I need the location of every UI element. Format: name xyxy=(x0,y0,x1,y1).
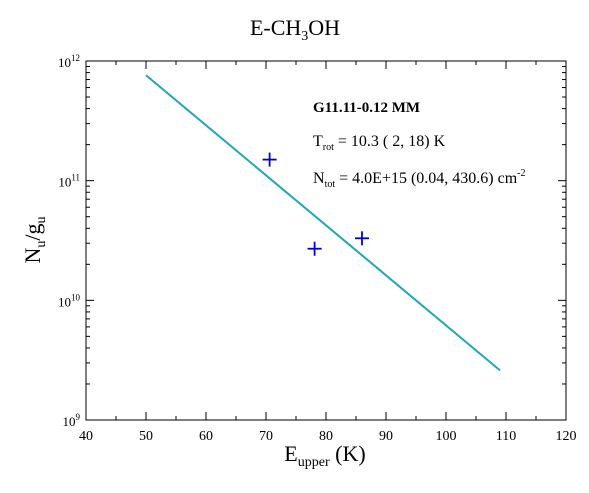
ntot-sub: tot xyxy=(325,179,336,190)
annotation-ntot: Ntot = 4.0E+15 (0.04, 430.6) cm-2 xyxy=(313,168,526,190)
xlabel-tail: (K) xyxy=(330,441,366,466)
ntot-sup: -2 xyxy=(517,168,525,179)
ylabel-a-sub: u xyxy=(34,241,49,248)
y-tick-label: 109 xyxy=(63,412,81,429)
x-tick-label: 120 xyxy=(556,429,577,444)
ylabel-mid: /g xyxy=(20,223,45,240)
data-point xyxy=(307,241,322,256)
trot-main: T xyxy=(313,133,323,150)
fit-line xyxy=(145,74,501,372)
x-axis-label: Eupper (K) xyxy=(284,441,365,470)
xlabel-main: E xyxy=(284,441,297,466)
annotation-source: G11.11-0.12 MM xyxy=(313,100,420,116)
data-points xyxy=(262,152,369,256)
x-tick-label: 90 xyxy=(379,429,393,444)
ntot-main: N xyxy=(313,170,325,187)
title-sub: 3 xyxy=(301,29,308,44)
chart-title: E-CH3OH xyxy=(250,15,340,44)
title-main: E-CH xyxy=(250,15,301,40)
y-axis: 109 1010 1011 1012 xyxy=(58,53,566,429)
x-axis: 40 50 60 70 80 90 100 110 120 xyxy=(79,61,577,444)
trot-tail: = 10.3 ( 2, 18) K xyxy=(334,133,446,150)
x-tick-label: 100 xyxy=(436,429,457,444)
title-tail: OH xyxy=(308,15,340,40)
x-tick-label: 110 xyxy=(496,429,516,444)
y-tick-label: 1010 xyxy=(58,292,81,309)
ntot-tail: = 4.0E+15 (0.04, 430.6) cm xyxy=(335,170,518,187)
annotation-trot: Trot = 10.3 ( 2, 18) K xyxy=(313,133,446,153)
ylabel-a: N xyxy=(20,248,45,264)
x-tick-label: 50 xyxy=(139,429,153,444)
xlabel-sub: upper xyxy=(298,455,330,470)
x-tick-label: 60 xyxy=(199,429,213,444)
y-tick-label: 1011 xyxy=(58,173,80,190)
data-point xyxy=(355,231,369,246)
data-point xyxy=(262,152,277,167)
x-tick-label: 70 xyxy=(259,429,273,444)
y-axis-label: Nu/gu xyxy=(20,216,49,263)
y-tick-label: 1012 xyxy=(58,53,80,70)
x-tick-label: 40 xyxy=(79,429,93,444)
trot-sub: rot xyxy=(323,142,334,153)
ylabel-b-sub: u xyxy=(34,216,49,223)
x-tick-label: 80 xyxy=(319,429,333,444)
